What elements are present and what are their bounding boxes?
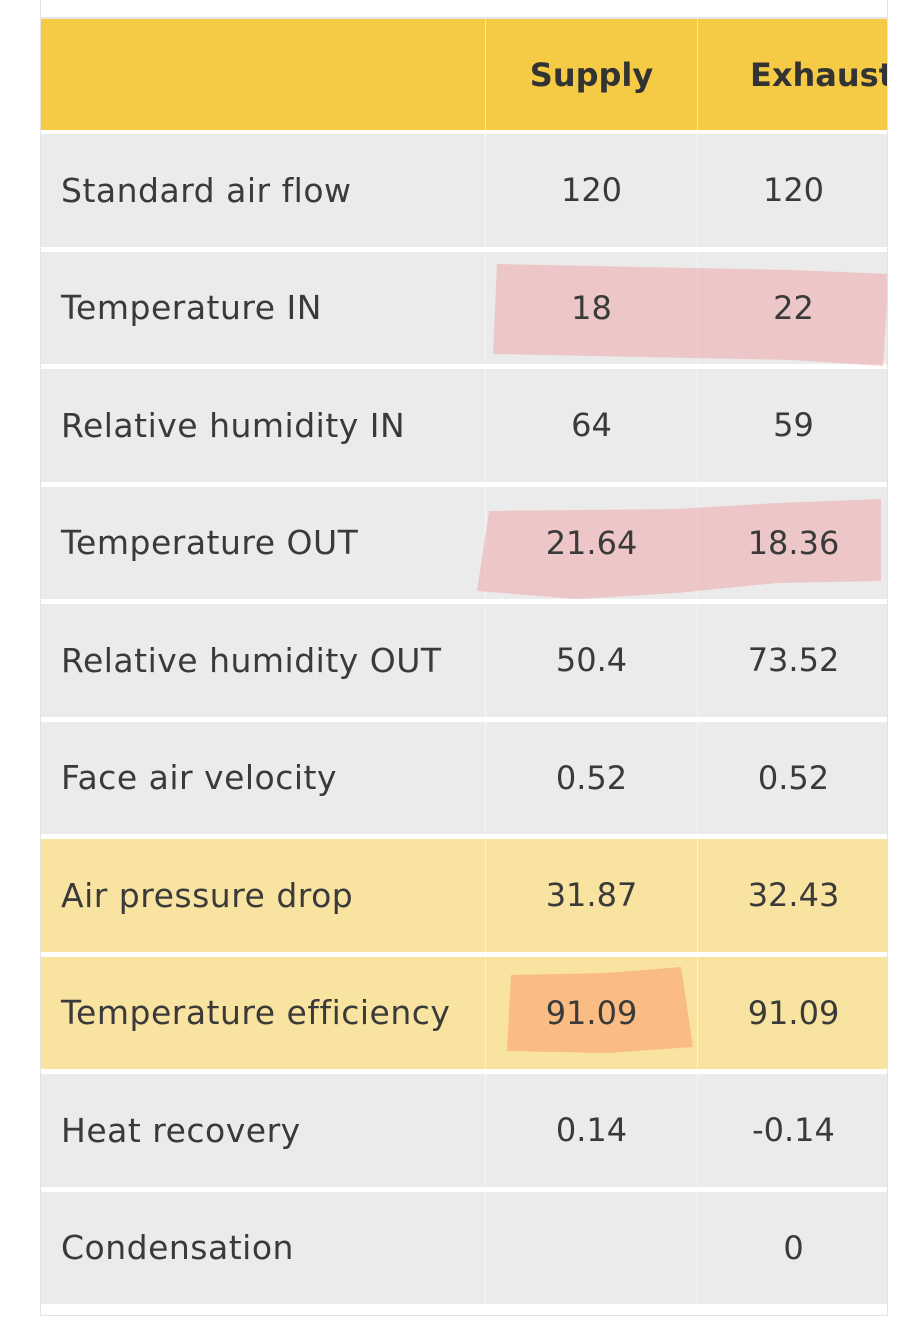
- exhaust-value: -0.14: [752, 1111, 835, 1150]
- supply-value: 0.14: [486, 1074, 698, 1187]
- table-row: Temperature OUT 21.64 18.36: [41, 486, 887, 604]
- supply-value: 0.52: [486, 721, 698, 834]
- exhaust-value: 73.52: [747, 641, 840, 680]
- results-table: Supply Exhaust Standard air flow 120 120…: [40, 0, 888, 1316]
- row-label: Temperature IN: [41, 251, 486, 364]
- table-row: Relative humidity IN 64 59: [41, 369, 887, 487]
- exhaust-value: 59: [773, 406, 814, 445]
- row-label: Standard air flow: [41, 134, 486, 247]
- row-label: Temperature OUT: [41, 486, 486, 599]
- supply-value: 18: [486, 251, 698, 364]
- row-label: Relative humidity IN: [41, 369, 486, 482]
- row-label: Temperature efficiency: [41, 956, 486, 1069]
- exhaust-value: 0: [783, 1228, 804, 1267]
- supply-value: 31.87: [486, 839, 698, 952]
- table-header-row: Supply Exhaust: [41, 19, 887, 134]
- header-label-cell: [41, 19, 486, 130]
- exhaust-value: 32.43: [747, 876, 840, 915]
- supply-value: 120: [486, 134, 698, 247]
- row-label: Condensation: [41, 1191, 486, 1304]
- supply-value: 91.09: [486, 956, 698, 1069]
- table-row: Condensation 0: [41, 1191, 887, 1309]
- header-supply: Supply: [486, 19, 698, 130]
- supply-value: [486, 1191, 698, 1304]
- exhaust-value: 22: [773, 288, 814, 327]
- exhaust-value: 120: [762, 171, 825, 210]
- exhaust-value: 0.52: [757, 758, 830, 797]
- supply-value: 50.4: [486, 604, 698, 717]
- row-label: Face air velocity: [41, 721, 486, 834]
- exhaust-value: 91.09: [747, 993, 840, 1032]
- header-exhaust: Exhaust: [750, 55, 888, 94]
- table-row-highlighted: Air pressure drop 31.87 32.43: [41, 839, 887, 957]
- supply-value: 21.64: [486, 486, 698, 599]
- table-row: Relative humidity OUT 50.4 73.52: [41, 604, 887, 722]
- supply-value: 64: [486, 369, 698, 482]
- exhaust-value: 18.36: [747, 523, 840, 562]
- table-row-highlighted: Temperature efficiency 91.09 91.09: [41, 956, 887, 1074]
- table-row: Standard air flow 120 120: [41, 134, 887, 252]
- table-row: Temperature IN 18 22: [41, 251, 887, 369]
- row-label: Relative humidity OUT: [41, 604, 486, 717]
- table-top-gap: [41, 0, 887, 19]
- table-row: Face air velocity 0.52 0.52: [41, 721, 887, 839]
- row-label: Heat recovery: [41, 1074, 486, 1187]
- table-row: Heat recovery 0.14 -0.14: [41, 1074, 887, 1192]
- row-label: Air pressure drop: [41, 839, 486, 952]
